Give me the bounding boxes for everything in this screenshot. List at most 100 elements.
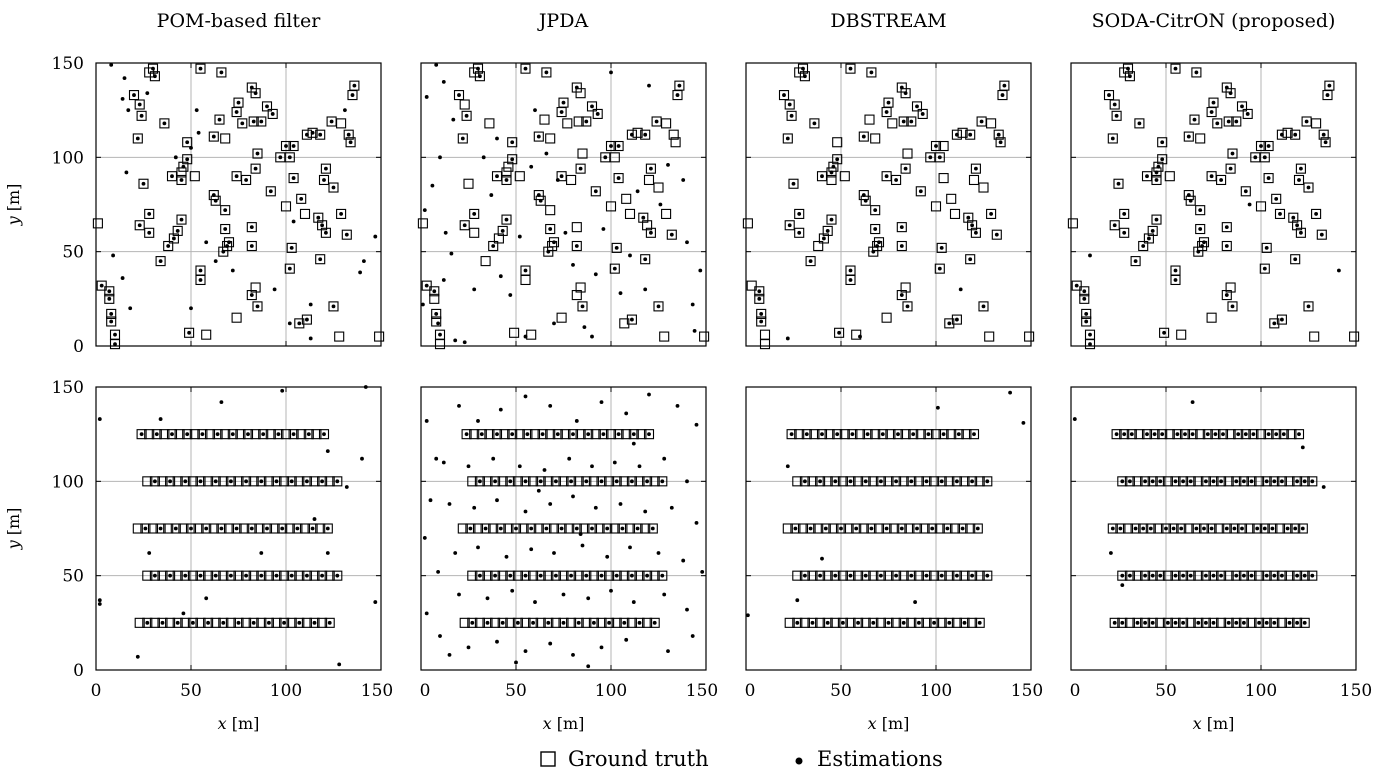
estimation-point — [1147, 236, 1151, 241]
ground-truth-marker — [142, 476, 153, 487]
estimation-point — [873, 208, 878, 213]
estimation-point — [158, 526, 163, 531]
ground-truth-marker — [1153, 161, 1164, 172]
estimation-point — [189, 526, 193, 531]
ground-truth-marker — [1202, 429, 1213, 440]
ground-truth-marker — [1299, 476, 1310, 487]
estimation-point — [637, 464, 642, 469]
estimation-point — [331, 304, 336, 309]
estimation-point — [529, 547, 534, 552]
ground-truth-marker — [309, 617, 320, 628]
estimation-point — [175, 229, 180, 233]
ground-truth-marker — [778, 90, 790, 101]
ground-truth-marker — [588, 570, 599, 581]
ground-truth-marker — [163, 240, 174, 252]
estimation-point — [974, 166, 978, 171]
estimation-point — [137, 102, 142, 107]
ground-truth-marker — [1162, 617, 1173, 628]
estimation-point — [645, 479, 649, 484]
estimation-point — [1152, 432, 1157, 437]
ground-truth-marker — [1286, 429, 1297, 440]
ground-truth-marker — [484, 429, 495, 440]
ground-truth-marker — [550, 570, 561, 581]
estimation-point — [918, 189, 923, 194]
ground-truth-marker — [543, 617, 554, 628]
estimation-point — [1186, 134, 1191, 139]
estimation-point — [789, 113, 794, 118]
ground-truth-marker — [891, 570, 902, 581]
ground-truth-marker — [617, 523, 628, 534]
estimation-point — [280, 388, 285, 393]
estimation-point — [331, 185, 336, 190]
ground-truth-marker — [649, 476, 660, 487]
estimation-point — [529, 526, 534, 531]
ground-truth-marker — [231, 523, 242, 534]
ground-truth-marker — [1223, 617, 1234, 628]
estimation-point — [246, 432, 250, 437]
estimation-point — [1088, 332, 1092, 337]
ground-truth-marker — [318, 429, 330, 440]
ground-truth-marker — [1255, 201, 1267, 212]
ground-truth-marker — [467, 617, 478, 628]
estimation-point — [325, 551, 330, 555]
estimation-point — [899, 244, 904, 248]
estimation-point — [1158, 479, 1163, 484]
ground-truth-marker — [149, 617, 160, 628]
ground-truth-marker — [520, 617, 531, 628]
ground-truth-marker — [548, 523, 560, 534]
ground-truth-marker — [332, 476, 343, 487]
ground-truth-marker — [195, 476, 206, 487]
estimation-point — [1154, 170, 1159, 175]
estimation-point — [576, 620, 581, 625]
ground-truth-marker — [921, 570, 932, 581]
ground-truth-marker — [1079, 286, 1090, 297]
estimation-point — [320, 223, 324, 228]
ground-truth-marker — [588, 617, 599, 628]
estimation-point — [244, 479, 249, 484]
estimation-point — [213, 198, 218, 203]
estimation-point — [920, 112, 925, 116]
estimation-point — [552, 551, 556, 555]
x-tick-label: 0 — [745, 681, 756, 701]
ground-truth-marker — [957, 127, 968, 138]
ground-truth-marker — [571, 222, 582, 233]
estimation-point — [571, 262, 575, 267]
estimation-point — [554, 573, 558, 578]
ground-truth-marker — [250, 429, 261, 440]
ground-truth-marker — [984, 331, 995, 342]
ground-truth-marker — [1223, 570, 1234, 581]
estimation-point — [1133, 259, 1138, 263]
ground-truth-marker — [661, 208, 672, 219]
ground-truth-marker — [605, 201, 617, 212]
ground-truth-marker — [533, 190, 544, 201]
estimation-point — [305, 479, 309, 484]
ground-truth-marker — [149, 476, 160, 487]
estimation-point — [669, 232, 674, 237]
estimation-point — [1175, 432, 1180, 437]
ground-truth-marker — [1198, 237, 1210, 248]
estimation-point — [151, 66, 155, 71]
estimation-point — [548, 641, 553, 646]
estimation-point — [903, 166, 908, 171]
estimation-point — [449, 251, 454, 256]
ground-truth-marker — [533, 131, 544, 142]
ground-truth-marker — [592, 108, 603, 119]
ground-truth-marker — [195, 617, 206, 628]
ground-truth-marker — [256, 116, 267, 127]
estimation-point — [647, 392, 651, 397]
ground-truth-marker — [277, 523, 288, 534]
estimation-point — [1107, 93, 1111, 97]
ground-truth-marker — [182, 137, 193, 148]
estimation-point — [514, 660, 518, 665]
ground-truth-marker — [1276, 129, 1287, 140]
estimation-point — [542, 468, 547, 472]
estimation-point — [1160, 432, 1165, 437]
estimation-point — [1082, 296, 1087, 301]
estimation-point — [538, 198, 543, 203]
estimation-point — [1280, 132, 1284, 137]
estimation-point — [637, 620, 642, 625]
estimation-point — [1171, 526, 1176, 531]
ground-truth-marker — [1111, 110, 1122, 121]
estimation-point — [291, 219, 296, 224]
ground-truth-marker — [1195, 223, 1206, 235]
